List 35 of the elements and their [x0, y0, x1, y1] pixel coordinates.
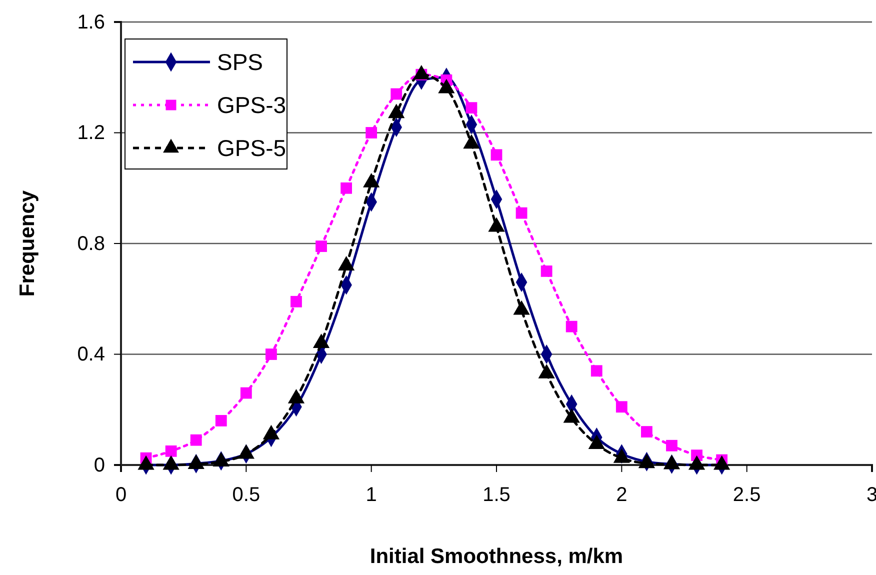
y-axis-title: Frequency — [16, 190, 39, 297]
point — [516, 207, 528, 219]
point — [165, 445, 177, 457]
legend-label: GPS-5 — [217, 135, 286, 161]
legend-label: SPS — [217, 49, 264, 75]
point — [616, 401, 628, 413]
point — [290, 296, 302, 308]
y-tick-label: 0.4 — [77, 344, 105, 366]
x-tick-label: 2 — [616, 484, 628, 506]
x-tick-label: 2.5 — [732, 484, 761, 506]
point — [340, 182, 352, 194]
y-tick-label: 1.6 — [77, 11, 105, 34]
point — [566, 320, 578, 332]
point — [540, 265, 552, 277]
point — [316, 240, 327, 252]
legend-label: GPS-3 — [217, 92, 286, 118]
x-tick-label: 1 — [366, 484, 377, 506]
y-tick-label: 0 — [94, 454, 105, 476]
y-tick-label: 1.2 — [77, 122, 105, 144]
point — [240, 387, 252, 399]
point — [215, 415, 227, 426]
x-tick-label: 1.5 — [482, 484, 510, 506]
point — [641, 426, 652, 438]
x-tick-label: 0 — [115, 484, 127, 506]
x-axis-title: Initial Smoothness, m/km — [370, 545, 624, 568]
x-tick-label: 0.5 — [232, 484, 260, 506]
point — [190, 434, 202, 446]
y-tick-label: 0.8 — [77, 232, 105, 255]
point — [490, 149, 502, 161]
point — [266, 348, 277, 360]
point — [590, 365, 602, 377]
point — [366, 127, 378, 138]
point — [390, 88, 402, 100]
point — [466, 102, 478, 114]
point — [666, 440, 678, 452]
